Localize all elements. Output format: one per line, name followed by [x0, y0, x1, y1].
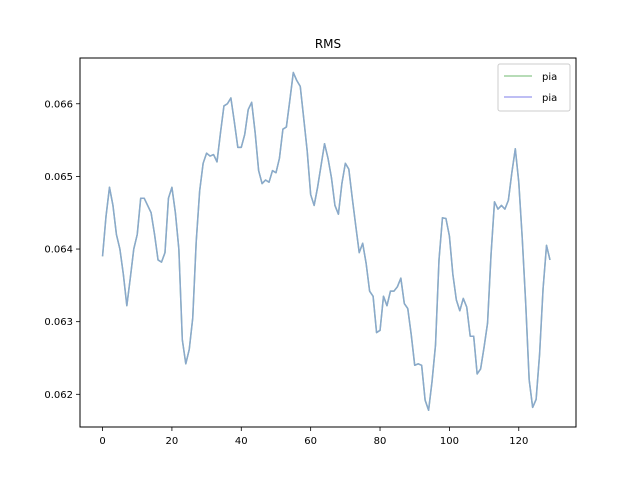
y-axis: 0.062 0.063 0.064 0.065 0.066	[44, 99, 80, 401]
plot-frame	[79, 57, 577, 428]
y-tick-label: 0.064	[44, 245, 73, 256]
legend-label-series-1: pia	[542, 72, 557, 83]
x-tick-label: 100	[440, 436, 459, 447]
x-tick-label: 60	[304, 436, 317, 447]
legend-label-series-2: pia	[542, 93, 557, 104]
y-tick-label: 0.062	[44, 390, 73, 401]
legend: pia pia	[497, 63, 571, 112]
y-tick-label: 0.066	[44, 99, 73, 110]
x-tick-label: 40	[235, 436, 248, 447]
y-tick-label: 0.065	[44, 172, 73, 183]
x-tick-label: 80	[374, 436, 387, 447]
x-tick-label: 0	[99, 436, 105, 447]
y-tick-label: 0.063	[44, 317, 73, 328]
chart-title: RMS	[315, 37, 341, 51]
series-line-2	[101, 71, 551, 412]
x-tick-label: 20	[166, 436, 179, 447]
x-axis: 0 20 40 60 80 100 120	[99, 427, 528, 447]
x-tick-label: 120	[509, 436, 528, 447]
legend-box	[497, 63, 571, 112]
series-layer	[101, 71, 551, 412]
